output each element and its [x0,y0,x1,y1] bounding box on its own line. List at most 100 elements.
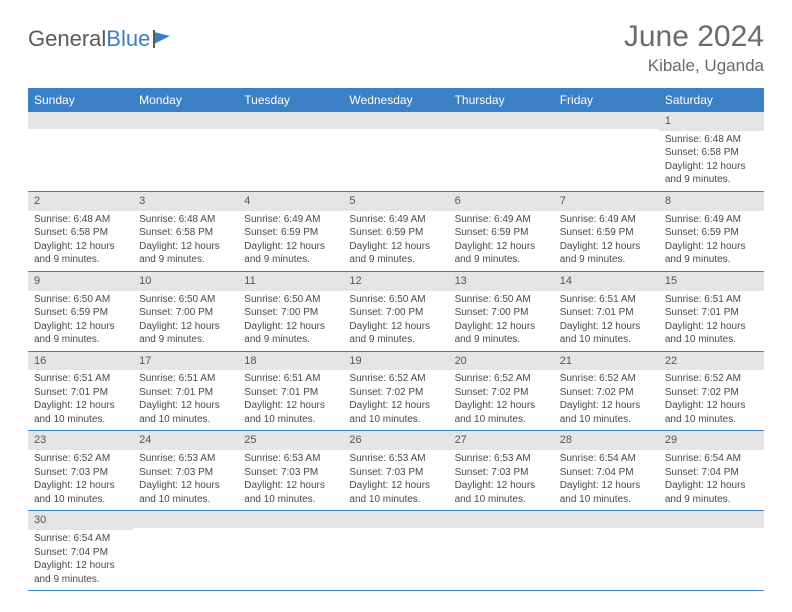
day-number [28,112,133,129]
sunset-text: Sunset: 7:03 PM [244,466,337,480]
sunrise-text: Sunrise: 6:49 AM [560,213,653,227]
sunset-text: Sunset: 6:58 PM [139,226,232,240]
daylight-text: Daylight: 12 hours and 9 minutes. [665,240,758,267]
day-number: 21 [554,352,659,371]
sunrise-text: Sunrise: 6:49 AM [244,213,337,227]
day-number: 9 [28,272,133,291]
title-block: June 2024 Kibale, Uganda [624,20,764,76]
logo: GeneralBlue [28,26,174,52]
day-number: 28 [554,431,659,450]
sunrise-text: Sunrise: 6:52 AM [560,372,653,386]
day-number: 13 [449,272,554,291]
day-body: Sunrise: 6:50 AMSunset: 7:00 PMDaylight:… [238,291,343,351]
header: GeneralBlue June 2024 Kibale, Uganda [28,20,764,76]
sunset-text: Sunset: 7:00 PM [455,306,548,320]
daylight-text: Daylight: 12 hours and 10 minutes. [139,479,232,506]
logo-text-1: General [28,26,106,52]
day-number: 10 [133,272,238,291]
day-cell: 28Sunrise: 6:54 AMSunset: 7:04 PMDayligh… [554,431,659,511]
sunset-text: Sunset: 7:01 PM [34,386,127,400]
day-number [554,112,659,129]
day-cell: 14Sunrise: 6:51 AMSunset: 7:01 PMDayligh… [554,271,659,351]
col-wednesday: Wednesday [343,88,448,112]
sunset-text: Sunset: 7:02 PM [560,386,653,400]
day-cell [133,112,238,191]
day-body: Sunrise: 6:52 AMSunset: 7:03 PMDaylight:… [28,450,133,510]
daylight-text: Daylight: 12 hours and 10 minutes. [560,320,653,347]
day-body: Sunrise: 6:52 AMSunset: 7:02 PMDaylight:… [659,370,764,430]
day-number: 15 [659,272,764,291]
sunrise-text: Sunrise: 6:51 AM [560,293,653,307]
sunset-text: Sunset: 6:59 PM [560,226,653,240]
sunset-text: Sunset: 6:59 PM [665,226,758,240]
sunset-text: Sunset: 6:58 PM [665,146,758,160]
day-number: 26 [343,431,448,450]
sunrise-text: Sunrise: 6:49 AM [349,213,442,227]
sunset-text: Sunset: 7:03 PM [34,466,127,480]
daylight-text: Daylight: 12 hours and 9 minutes. [34,559,127,586]
sunset-text: Sunset: 7:03 PM [139,466,232,480]
day-cell: 9Sunrise: 6:50 AMSunset: 6:59 PMDaylight… [28,271,133,351]
day-body: Sunrise: 6:48 AMSunset: 6:58 PMDaylight:… [659,131,764,191]
sunrise-text: Sunrise: 6:53 AM [244,452,337,466]
day-cell [343,511,448,591]
sunrise-text: Sunrise: 6:54 AM [34,532,127,546]
sunrise-text: Sunrise: 6:52 AM [349,372,442,386]
day-cell: 5Sunrise: 6:49 AMSunset: 6:59 PMDaylight… [343,191,448,271]
week-row: 1Sunrise: 6:48 AMSunset: 6:58 PMDaylight… [28,112,764,191]
sunset-text: Sunset: 7:03 PM [349,466,442,480]
day-body: Sunrise: 6:53 AMSunset: 7:03 PMDaylight:… [449,450,554,510]
day-body: Sunrise: 6:51 AMSunset: 7:01 PMDaylight:… [238,370,343,430]
daylight-text: Daylight: 12 hours and 9 minutes. [665,479,758,506]
day-number [449,112,554,129]
day-cell: 16Sunrise: 6:51 AMSunset: 7:01 PMDayligh… [28,351,133,431]
daylight-text: Daylight: 12 hours and 9 minutes. [455,320,548,347]
day-cell [449,112,554,191]
day-cell: 10Sunrise: 6:50 AMSunset: 7:00 PMDayligh… [133,271,238,351]
daylight-text: Daylight: 12 hours and 10 minutes. [349,399,442,426]
sunset-text: Sunset: 7:01 PM [560,306,653,320]
sunrise-text: Sunrise: 6:53 AM [349,452,442,466]
day-cell [554,511,659,591]
day-body: Sunrise: 6:53 AMSunset: 7:03 PMDaylight:… [133,450,238,510]
sunrise-text: Sunrise: 6:50 AM [349,293,442,307]
sunrise-text: Sunrise: 6:52 AM [665,372,758,386]
day-body: Sunrise: 6:48 AMSunset: 6:58 PMDaylight:… [133,211,238,271]
sunrise-text: Sunrise: 6:51 AM [34,372,127,386]
day-cell: 26Sunrise: 6:53 AMSunset: 7:03 PMDayligh… [343,431,448,511]
day-cell: 23Sunrise: 6:52 AMSunset: 7:03 PMDayligh… [28,431,133,511]
day-number: 19 [343,352,448,371]
day-number [238,511,343,528]
day-cell [28,112,133,191]
day-number: 5 [343,192,448,211]
day-number: 1 [659,112,764,131]
day-cell: 8Sunrise: 6:49 AMSunset: 6:59 PMDaylight… [659,191,764,271]
day-cell [133,511,238,591]
sunrise-text: Sunrise: 6:54 AM [665,452,758,466]
day-number [133,112,238,129]
logo-flag-icon [152,30,174,48]
day-cell: 12Sunrise: 6:50 AMSunset: 7:00 PMDayligh… [343,271,448,351]
sunset-text: Sunset: 6:59 PM [244,226,337,240]
day-body: Sunrise: 6:53 AMSunset: 7:03 PMDaylight:… [343,450,448,510]
week-row: 9Sunrise: 6:50 AMSunset: 6:59 PMDaylight… [28,271,764,351]
day-cell: 1Sunrise: 6:48 AMSunset: 6:58 PMDaylight… [659,112,764,191]
day-body: Sunrise: 6:49 AMSunset: 6:59 PMDaylight:… [659,211,764,271]
daylight-text: Daylight: 12 hours and 9 minutes. [665,160,758,187]
day-number: 18 [238,352,343,371]
day-cell: 3Sunrise: 6:48 AMSunset: 6:58 PMDaylight… [133,191,238,271]
day-cell: 15Sunrise: 6:51 AMSunset: 7:01 PMDayligh… [659,271,764,351]
daylight-text: Daylight: 12 hours and 10 minutes. [34,479,127,506]
day-number: 3 [133,192,238,211]
day-number: 24 [133,431,238,450]
sunset-text: Sunset: 7:00 PM [244,306,337,320]
week-row: 30Sunrise: 6:54 AMSunset: 7:04 PMDayligh… [28,511,764,591]
day-body: Sunrise: 6:54 AMSunset: 7:04 PMDaylight:… [28,530,133,590]
day-number: 12 [343,272,448,291]
day-number [659,511,764,528]
daylight-text: Daylight: 12 hours and 10 minutes. [244,399,337,426]
daylight-text: Daylight: 12 hours and 10 minutes. [665,320,758,347]
location-label: Kibale, Uganda [624,56,764,76]
daylight-text: Daylight: 12 hours and 9 minutes. [34,320,127,347]
day-number [449,511,554,528]
